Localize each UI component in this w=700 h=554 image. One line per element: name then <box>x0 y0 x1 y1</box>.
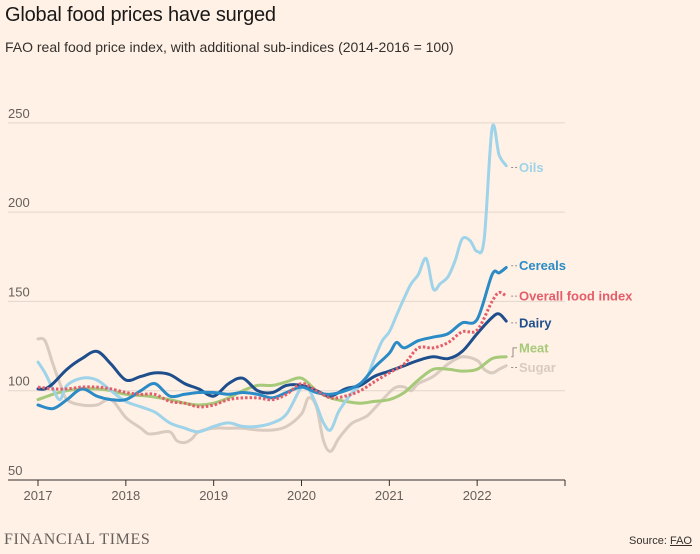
x-tick-label: 2018 <box>111 488 140 503</box>
series-label-meat: Meat <box>519 340 549 355</box>
x-tick-label: 2019 <box>199 488 228 503</box>
y-tick-label: 200 <box>8 195 30 210</box>
source-link[interactable]: FAO <box>669 535 692 547</box>
x-tick-labels: 2017 2018 2019 2020 2021 2022 <box>24 480 566 503</box>
series-line-sugar <box>36 336 508 453</box>
x-tick-label: 2022 <box>463 488 492 503</box>
source-note: Source: FAO <box>629 535 692 547</box>
series-labels: Sugar Meat Oils Dairy Cereals Overall food in… <box>511 160 633 375</box>
series-line-cereals <box>36 266 508 411</box>
x-tick-label: 2020 <box>287 488 316 503</box>
y-tick-label: 100 <box>8 374 30 389</box>
y-tick-label: 250 <box>8 106 30 121</box>
y-tick-labels: 50 100 150 200 250 <box>8 106 30 478</box>
series-lines <box>36 123 508 453</box>
source-prefix: Source: <box>629 535 670 547</box>
brand-logo: FINANCIAL TIMES <box>4 531 151 548</box>
series-line-oils <box>36 123 508 434</box>
chart-subtitle: FAO real food price index, with addition… <box>5 39 454 55</box>
x-tick-label: 2021 <box>375 488 404 503</box>
y-tick-label: 50 <box>8 463 22 478</box>
series-label-cereals: Cereals <box>519 258 566 273</box>
x-tick-label: 2017 <box>24 488 53 503</box>
series-line-dairy <box>36 312 508 398</box>
y-tick-label: 150 <box>8 284 30 299</box>
label-leader-meat <box>511 347 517 358</box>
series-label-overall: Overall food index <box>519 289 633 304</box>
series-label-dairy: Dairy <box>519 315 552 330</box>
series-label-oils: Oils <box>519 160 544 175</box>
chart-title: Global food prices have surged <box>5 4 276 26</box>
series-label-sugar: Sugar <box>519 360 556 375</box>
